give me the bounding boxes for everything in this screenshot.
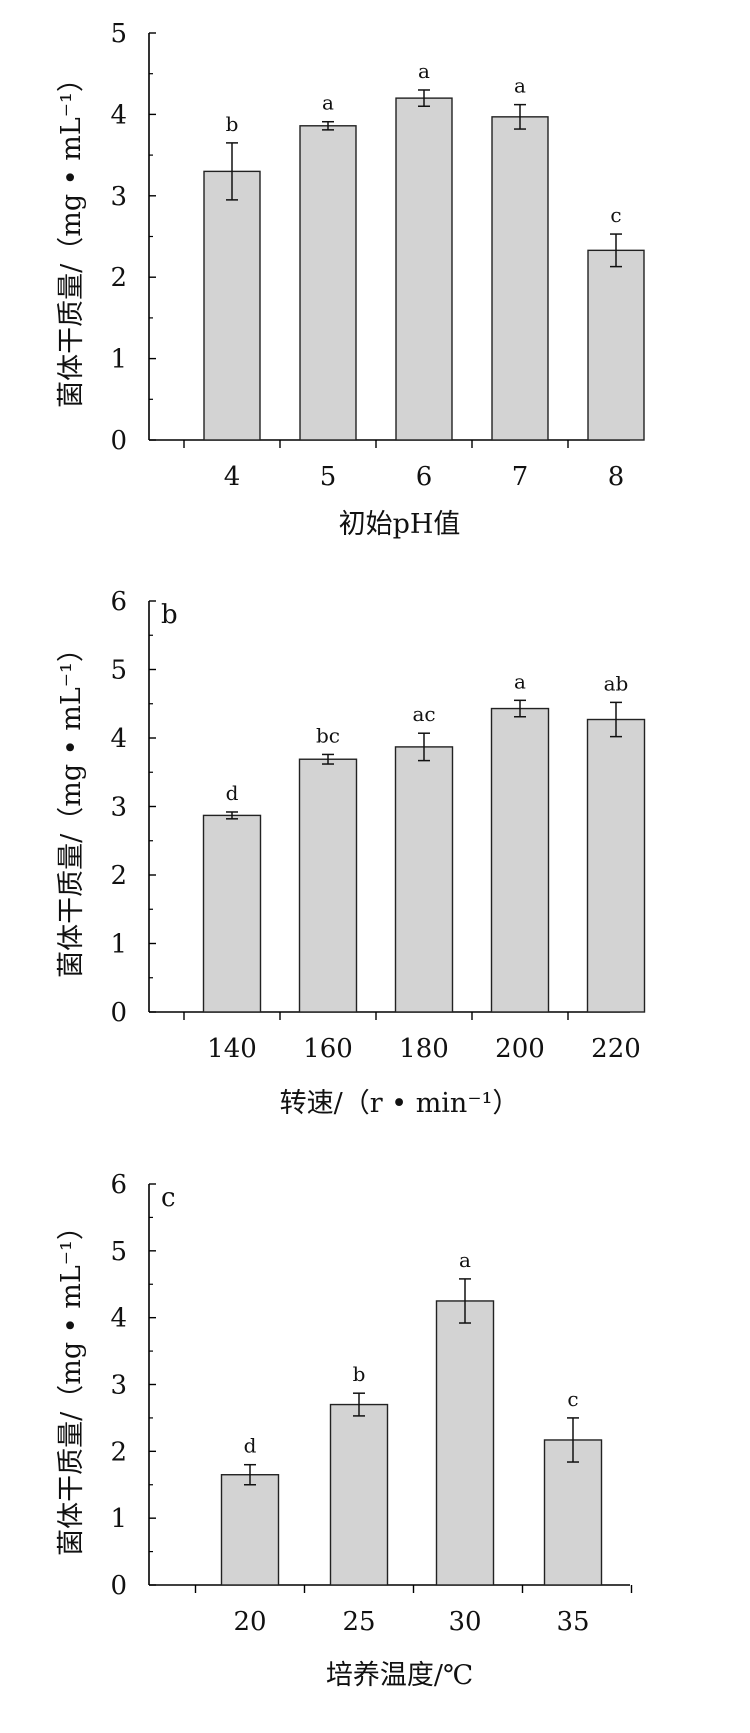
bar — [329, 1403, 389, 1586]
y-axis-label: 菌体干质量/（mg • mL⁻¹） — [56, 635, 87, 978]
y-tick-label: 3 — [110, 1371, 127, 1401]
y-tick-label: 6 — [110, 587, 127, 617]
x-tick-label: 7 — [512, 462, 529, 492]
x-tick-label: 20 — [233, 1607, 266, 1637]
bar — [543, 1439, 603, 1586]
y-tick-label: 3 — [110, 793, 127, 823]
bar — [491, 116, 549, 441]
x-tick-label: 5 — [320, 462, 337, 492]
y-tick-label: 4 — [110, 724, 127, 754]
y-tick-label: 2 — [110, 861, 127, 891]
y-tick-label: 5 — [110, 656, 127, 686]
y-tick-label: 5 — [110, 1237, 127, 1267]
bar — [299, 125, 357, 441]
x-tick-label: 30 — [448, 1607, 481, 1637]
y-tick-label: 0 — [110, 426, 127, 456]
y-tick-label: 4 — [110, 100, 127, 130]
x-axis-label: 培养温度/℃ — [326, 1660, 473, 1691]
significance-letter: ab — [604, 671, 629, 695]
chart-panel-2: 0 1 2 3 4 5 6 d 140 bc 160 ac 180 a 200 ab 220 b 转速/（r • m… — [56, 587, 646, 1119]
bar — [395, 97, 453, 441]
bar — [490, 707, 550, 1013]
bar — [298, 758, 358, 1013]
chart-panel-1: 0 1 2 3 4 5 b 4 a 5 a 6 a 7 c 8 初始pH值 菌体干质量/（mg • mL⁻¹） — [56, 19, 645, 540]
y-tick-label: 0 — [110, 1571, 127, 1601]
significance-letter: bc — [316, 723, 340, 747]
significance-letter: a — [514, 74, 526, 98]
bar — [202, 814, 262, 1013]
bar — [220, 1474, 280, 1586]
y-tick-label: 1 — [110, 930, 127, 960]
x-tick-label: 180 — [399, 1034, 449, 1064]
y-tick-label: 3 — [110, 182, 127, 212]
y-tick-label: 4 — [110, 1304, 127, 1334]
x-tick-label: 200 — [495, 1034, 545, 1064]
significance-letter: c — [567, 1387, 578, 1411]
bar — [587, 249, 645, 441]
x-axis-label: 转速/（r • min⁻¹） — [280, 1088, 520, 1119]
bar — [394, 746, 454, 1013]
y-tick-label: 5 — [110, 19, 127, 49]
chart-panel-3: 0 1 2 3 4 5 6 d 20 b 25 a 30 c 35 c 培养温度/℃ 菌体干质量/（mg • mL… — [56, 1170, 633, 1691]
bar — [435, 1300, 495, 1586]
panel-label: c — [161, 1183, 176, 1213]
x-tick-label: 35 — [556, 1607, 589, 1637]
significance-letter: a — [514, 669, 526, 693]
significance-letter: a — [418, 59, 430, 83]
significance-letter: b — [226, 112, 239, 136]
x-tick-label: 25 — [342, 1607, 375, 1637]
y-tick-label: 2 — [110, 263, 127, 293]
significance-letter: d — [244, 1434, 257, 1458]
y-tick-label: 2 — [110, 1437, 127, 1467]
x-tick-label: 6 — [416, 462, 433, 492]
x-axis-label: 初始pH值 — [339, 509, 461, 540]
x-tick-label: 4 — [224, 462, 241, 492]
significance-letter: a — [322, 91, 334, 115]
panel-label: b — [161, 600, 178, 630]
significance-letter: c — [610, 203, 621, 227]
bar — [203, 170, 261, 441]
x-tick-label: 140 — [207, 1034, 257, 1064]
y-tick-label: 6 — [110, 1170, 127, 1200]
y-tick-label: 1 — [110, 345, 127, 375]
significance-letter: a — [459, 1248, 471, 1272]
significance-letter: d — [226, 781, 239, 805]
y-axis-label: 菌体干质量/（mg • mL⁻¹） — [56, 65, 87, 408]
significance-letter: b — [353, 1362, 366, 1386]
y-axis-label: 菌体干质量/（mg • mL⁻¹） — [56, 1213, 87, 1556]
y-tick-label: 0 — [110, 998, 127, 1028]
bar — [586, 718, 646, 1013]
x-tick-label: 8 — [608, 462, 625, 492]
y-tick-label: 1 — [110, 1504, 127, 1534]
x-tick-label: 160 — [303, 1034, 353, 1064]
significance-letter: ac — [412, 702, 435, 726]
x-tick-label: 220 — [591, 1034, 641, 1064]
